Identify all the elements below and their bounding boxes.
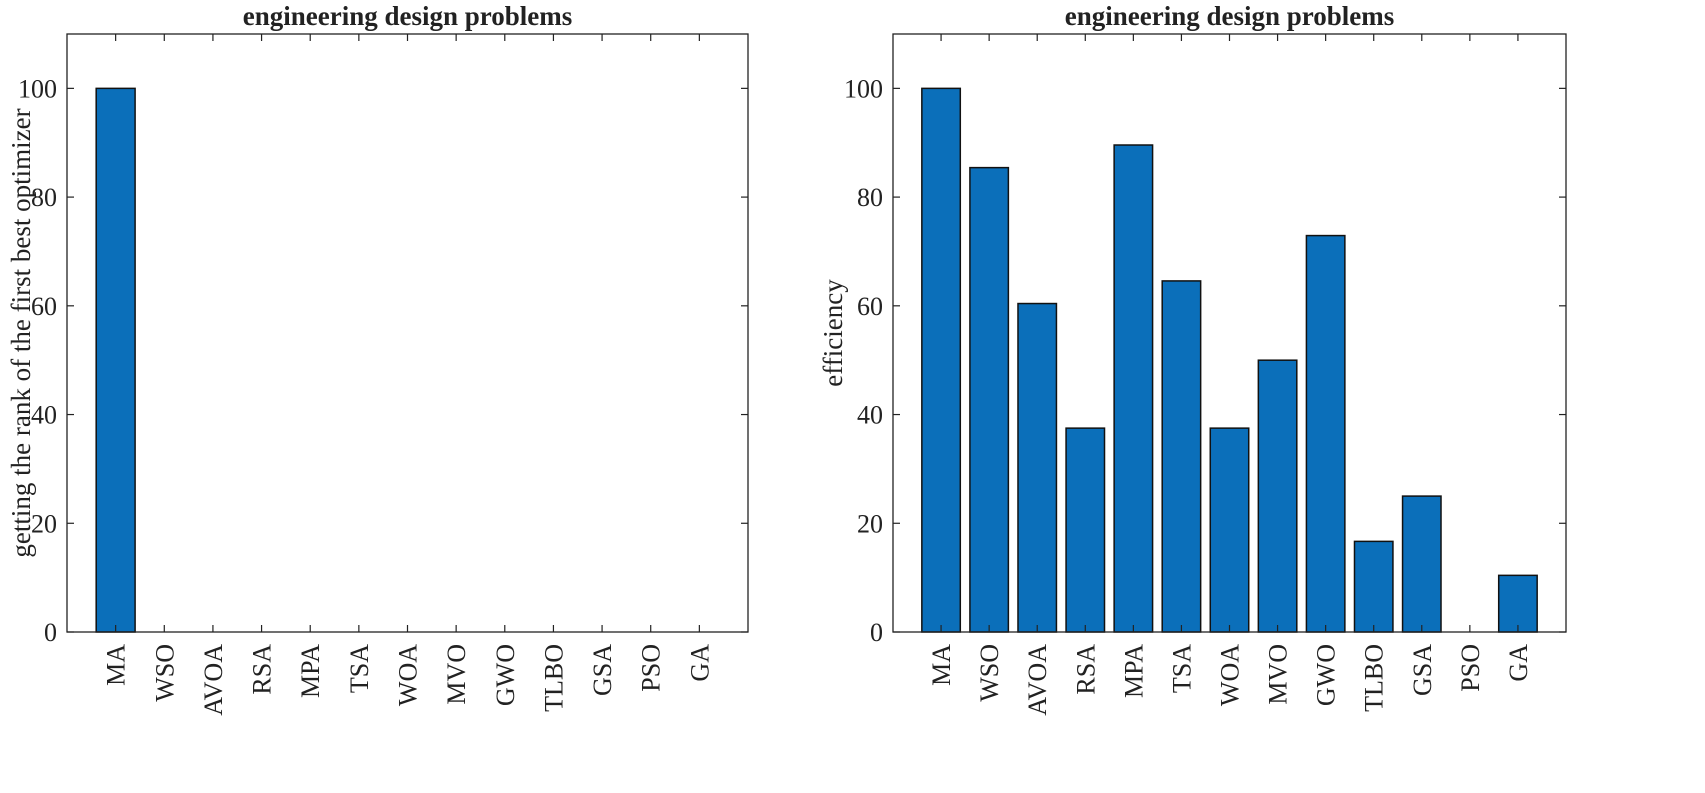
- x-tick-label: MA: [102, 644, 131, 686]
- x-tick-label: TSA: [1167, 644, 1196, 693]
- bar-TSA: [1161, 280, 1202, 633]
- x-tick-label: TLBO: [539, 644, 568, 712]
- x-tick-label: WSO: [150, 644, 179, 702]
- y-tick-label: 40: [857, 401, 883, 430]
- y-tick-label: 0: [870, 618, 883, 647]
- x-tick-label: TSA: [345, 644, 374, 693]
- bar-WOA: [1209, 427, 1250, 633]
- x-tick-label: MVO: [1264, 644, 1293, 705]
- y-tick-label: 0: [44, 618, 57, 647]
- axes-box: [66, 33, 749, 633]
- x-tick-label: GA: [685, 644, 714, 682]
- bar-MA: [95, 87, 136, 633]
- chart-title: engineering design problems: [243, 1, 573, 31]
- bar-MPA: [1113, 144, 1154, 633]
- y-axis-label: getting the rank of the first best optim…: [6, 108, 36, 557]
- y-tick-label: 100: [844, 74, 883, 103]
- x-tick-label: RSA: [248, 644, 277, 695]
- bar-GSA: [1401, 495, 1442, 633]
- chart-panel-1: 0 20 40 60 80 100 MA WSO AVOA RSA MPA TSA WOA MVO GWO T…: [6, 1, 749, 716]
- x-tick-label: GA: [1504, 644, 1533, 682]
- x-tick-label: TLBO: [1360, 644, 1389, 712]
- x-tick-label: PSO: [1456, 644, 1485, 692]
- bar-AVOA: [1017, 302, 1058, 633]
- chart-title: engineering design problems: [1065, 1, 1395, 31]
- x-tick-label: GWO: [1312, 644, 1341, 706]
- bar-MVO: [1257, 359, 1298, 633]
- bar-MA: [921, 87, 962, 633]
- bar-GA: [1497, 574, 1538, 633]
- y-tick-label: 20: [857, 509, 883, 538]
- y-axis-label: efficiency: [818, 279, 848, 387]
- y-tick-label: 100: [18, 74, 57, 103]
- x-tick-label: MPA: [296, 644, 325, 698]
- y-tick-label: 60: [31, 292, 57, 321]
- y-tick-label: 20: [31, 509, 57, 538]
- bar-WSO: [969, 166, 1010, 633]
- x-tick-label: MPA: [1119, 644, 1148, 698]
- x-tick-label: MVO: [442, 644, 471, 705]
- y-tick-label: 60: [857, 292, 883, 321]
- x-tick-label: GWO: [491, 644, 520, 706]
- x-tick-label: AVOA: [199, 644, 228, 716]
- bar-TLBO: [1353, 540, 1394, 633]
- y-tick-label: 80: [857, 183, 883, 212]
- bar-GWO: [1305, 234, 1346, 633]
- x-tick-label: WSO: [975, 644, 1004, 702]
- y-tick-label: 80: [31, 183, 57, 212]
- x-tick-label: AVOA: [1023, 644, 1052, 716]
- x-tick-label: RSA: [1071, 644, 1100, 695]
- y-tick-label: 40: [31, 401, 57, 430]
- x-tick-label: PSO: [637, 644, 666, 692]
- x-tick-label: WOA: [1216, 644, 1245, 706]
- x-tick-label: MA: [927, 644, 956, 686]
- chart-panel-2: 0 20 40 60 80 100 MA WSO AVOA RSA MPA TSA WOA MVO GWO T…: [818, 1, 1567, 716]
- x-tick-label: WOA: [394, 644, 423, 706]
- bar-RSA: [1065, 427, 1106, 633]
- x-tick-label: GSA: [1408, 644, 1437, 696]
- x-tick-label: GSA: [588, 644, 617, 696]
